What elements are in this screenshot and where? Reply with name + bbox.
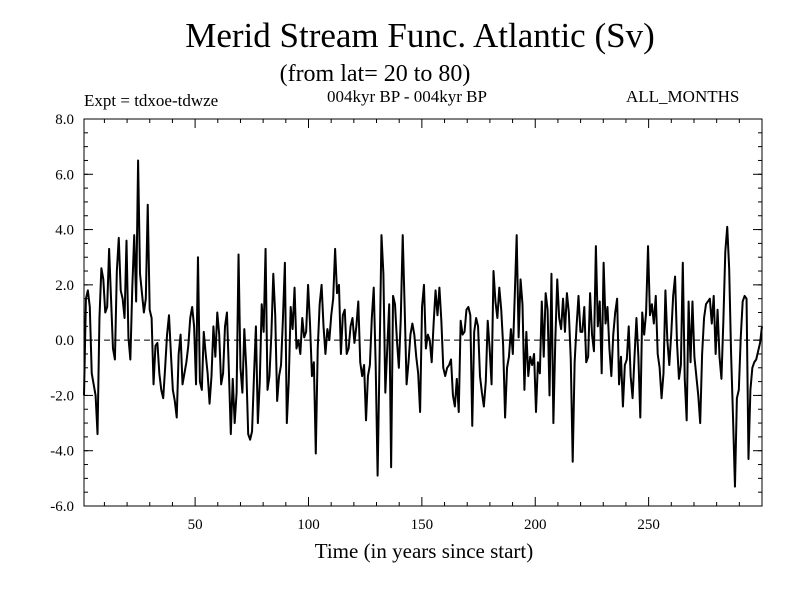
y-tick-label: -6.0 [50, 499, 74, 515]
x-tick-label: 100 [297, 517, 320, 533]
series-line [83, 159, 763, 488]
y-tick-label: -4.0 [50, 444, 74, 460]
y-tick-label: 4.0 [55, 223, 74, 239]
x-tick-label: 150 [411, 517, 434, 533]
period-label: 004kyr BP - 004kyr BP [327, 87, 487, 106]
y-tick-label: -2.0 [50, 388, 74, 404]
x-tick-label: 50 [188, 517, 203, 533]
experiment-label: Expt = tdxoe-tdwze [84, 91, 219, 110]
y-tick-label: 0.0 [55, 333, 74, 349]
x-tick-label: 250 [637, 517, 660, 533]
y-tick-label: 2.0 [55, 278, 74, 294]
plot-frame [83, 118, 763, 507]
x-tick-label: 200 [524, 517, 547, 533]
months-label: ALL_MONTHS [626, 87, 740, 106]
chart-subtitle: (from lat= 20 to 80) [279, 61, 471, 87]
y-tick-label: 8.0 [55, 112, 74, 128]
x-axis-label: Time (in years since start) [314, 539, 534, 563]
chart-title: Merid Stream Func. Atlantic (Sv) [185, 16, 655, 55]
y-tick-label: 6.0 [55, 167, 74, 183]
